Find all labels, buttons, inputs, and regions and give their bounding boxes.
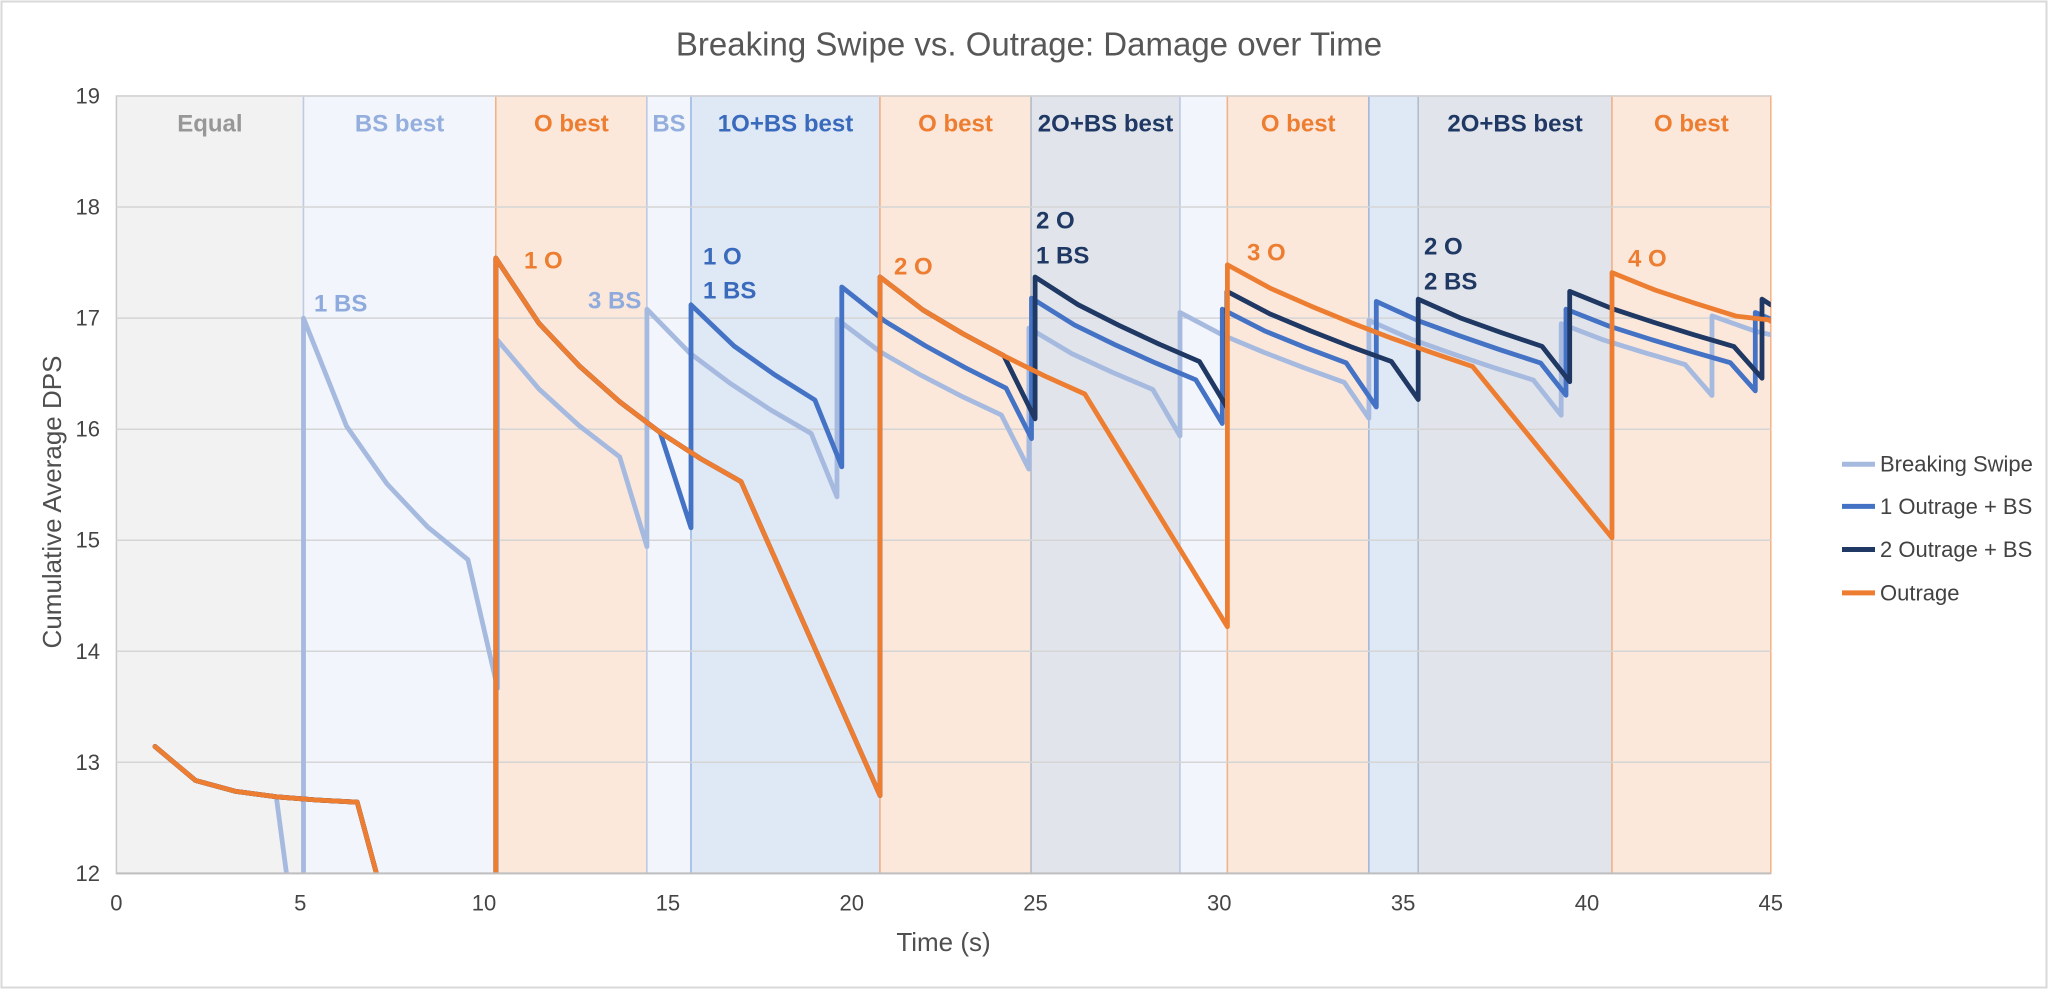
svg-text:2 BS: 2 BS	[1424, 269, 1477, 296]
svg-text:2O+BS best: 2O+BS best	[1038, 111, 1173, 138]
svg-text:Breaking Swipe: Breaking Swipe	[1880, 452, 2033, 477]
svg-text:1 BS: 1 BS	[703, 278, 756, 305]
svg-text:BS: BS	[652, 111, 685, 138]
svg-text:Outrage: Outrage	[1880, 580, 1960, 605]
svg-text:Equal: Equal	[177, 111, 242, 138]
svg-text:2 O: 2 O	[1036, 208, 1075, 235]
svg-text:O best: O best	[1261, 111, 1336, 138]
svg-text:2O+BS best: 2O+BS best	[1447, 111, 1582, 138]
svg-text:1 O: 1 O	[703, 244, 742, 271]
svg-text:18: 18	[76, 195, 100, 220]
svg-text:1 BS: 1 BS	[1036, 243, 1089, 270]
svg-text:16: 16	[76, 417, 100, 442]
svg-text:O best: O best	[1654, 111, 1729, 138]
svg-text:Breaking Swipe vs. Outrage: Da: Breaking Swipe vs. Outrage: Damage over …	[676, 26, 1382, 63]
svg-text:14: 14	[76, 639, 100, 664]
svg-text:25: 25	[1023, 891, 1047, 916]
svg-text:45: 45	[1759, 891, 1783, 916]
svg-text:Cumulative Average DPS: Cumulative Average DPS	[37, 356, 67, 649]
svg-text:40: 40	[1575, 891, 1599, 916]
svg-text:20: 20	[839, 891, 863, 916]
svg-text:1O+BS best: 1O+BS best	[718, 111, 853, 138]
svg-text:O best: O best	[534, 111, 609, 138]
svg-text:1 Outrage + BS: 1 Outrage + BS	[1880, 494, 2032, 519]
svg-text:2 O: 2 O	[1424, 234, 1463, 261]
svg-text:2 O: 2 O	[894, 254, 933, 281]
svg-text:13: 13	[76, 750, 100, 775]
svg-text:Time (s): Time (s)	[896, 927, 990, 957]
svg-text:35: 35	[1391, 891, 1415, 916]
svg-text:2 Outrage + BS: 2 Outrage + BS	[1880, 537, 2032, 562]
svg-text:BS best: BS best	[355, 111, 444, 138]
svg-text:4 O: 4 O	[1628, 246, 1667, 273]
svg-text:12: 12	[76, 861, 100, 886]
svg-text:15: 15	[656, 891, 680, 916]
svg-text:19: 19	[76, 84, 100, 109]
svg-text:5: 5	[294, 891, 306, 916]
svg-text:15: 15	[76, 528, 100, 553]
svg-text:3 BS: 3 BS	[588, 288, 641, 315]
svg-text:3 O: 3 O	[1247, 240, 1286, 267]
svg-text:0: 0	[110, 891, 122, 916]
svg-text:17: 17	[76, 306, 100, 331]
svg-text:1 BS: 1 BS	[314, 291, 367, 318]
svg-text:1 O: 1 O	[524, 248, 563, 275]
svg-text:10: 10	[472, 891, 496, 916]
svg-text:30: 30	[1207, 891, 1231, 916]
svg-text:O best: O best	[918, 111, 993, 138]
